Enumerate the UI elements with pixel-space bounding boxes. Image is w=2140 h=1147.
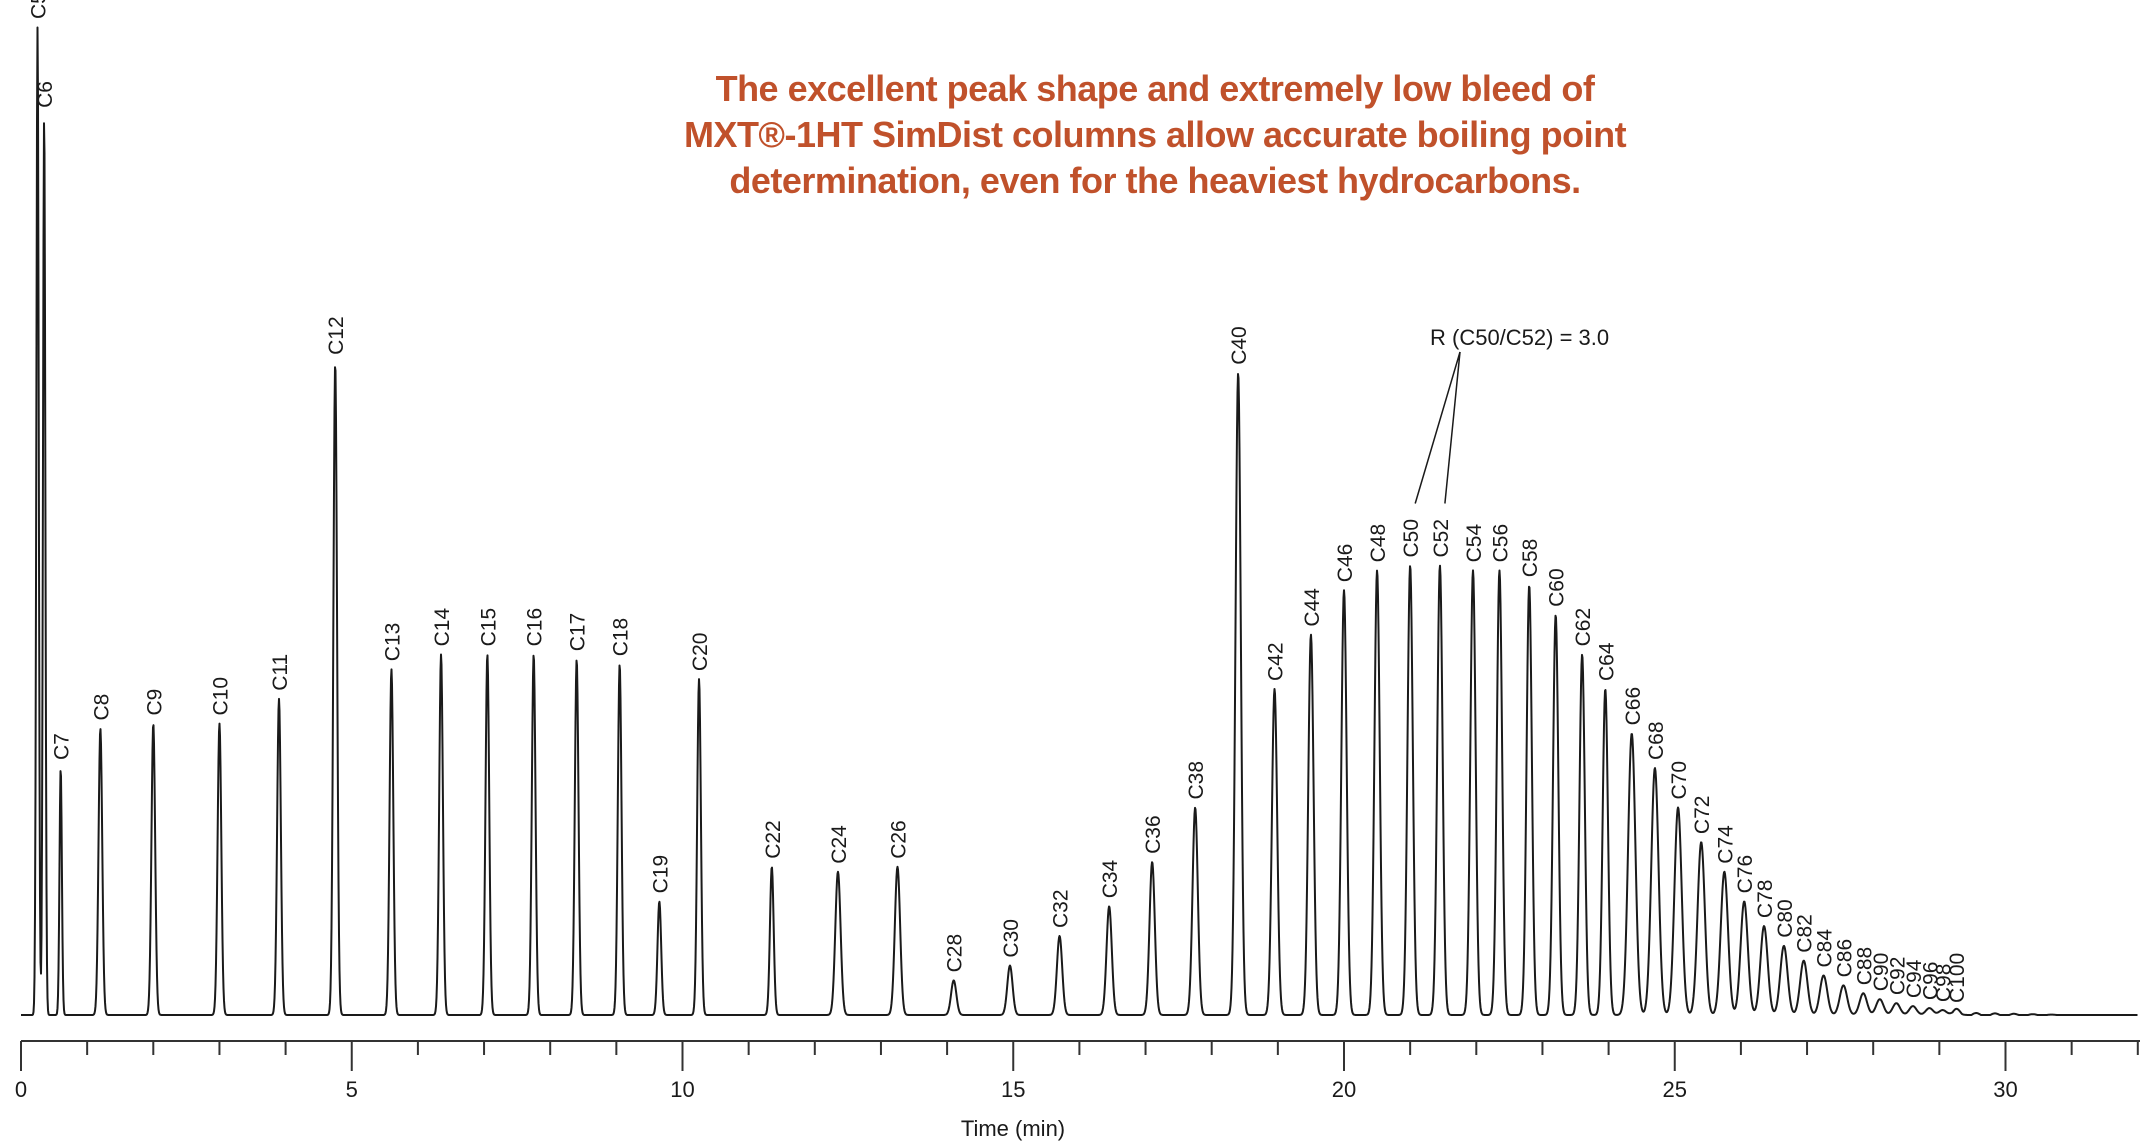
headline-line-2: MXT®-1HT SimDist columns allow accurate … [683,114,1627,155]
peak-label-c74: C74 [1714,825,1737,864]
peak-label-c86: C86 [1833,939,1856,978]
peak-label-c72: C72 [1691,796,1714,835]
signal-trace-line [20,26,2138,1016]
x-tick-label: 25 [1663,1077,1687,1102]
peak-label-c70: C70 [1668,761,1691,800]
leader-line-c50 [1414,351,1461,504]
peak-label-c12: C12 [325,316,348,355]
peak-label-c32: C32 [1050,889,1073,928]
peak-label-c60: C60 [1546,568,1569,607]
peak-label-c30: C30 [1000,919,1023,958]
resolution-annotation-text: R (C50/C52) = 3.0 [1430,325,1609,350]
headline-line-3: determination, even for the heaviest hyd… [729,160,1581,201]
resolution-annotation: R (C50/C52) = 3.0 [1414,325,1609,504]
x-tick-label: 30 [1993,1077,2017,1102]
peak-label-c84: C84 [1814,929,1837,968]
peak-label-c98: C98 [1933,964,1956,1003]
peak-label-c28: C28 [944,934,967,973]
peak-label-c64: C64 [1595,642,1618,681]
peak-label-c48: C48 [1367,524,1390,563]
peak-label-c62: C62 [1572,608,1595,647]
peak-label-c40: C40 [1228,326,1251,365]
peak-label-c36: C36 [1142,815,1165,854]
peak-label-c58: C58 [1519,539,1542,578]
peak-label-c92: C92 [1886,957,1909,996]
peak-label-c52: C52 [1430,519,1453,558]
peak-label-c82: C82 [1794,914,1817,953]
peak-label-c10: C10 [210,677,233,716]
peak-label-c17: C17 [567,613,590,652]
x-tick-label: 5 [346,1077,358,1102]
peak-label-c26: C26 [888,820,911,859]
peak-label-c5: C5 [28,0,51,19]
x-tick-label: 20 [1332,1077,1356,1102]
peak-labels: C5 C6 C7 C8 C9 C10 C11 C12 C13 C14 C15 C16 C17 C18 C19… [28,0,1969,1003]
peak-label-c50: C50 [1400,519,1423,558]
peak-label-c68: C68 [1645,721,1668,760]
chromatogram-trace [20,26,2138,1016]
peak-label-c80: C80 [1774,899,1797,938]
peak-label-c34: C34 [1099,859,1122,898]
peak-label-c19: C19 [649,855,672,894]
peak-label-c13: C13 [381,623,404,662]
x-tick-label: 10 [670,1077,694,1102]
peak-label-c96: C96 [1919,962,1942,1001]
peak-label-c15: C15 [477,608,500,647]
x-axis: 0 5 10 15 20 25 30 [15,1040,2140,1102]
peak-label-c38: C38 [1185,761,1208,800]
peak-label-c24: C24 [828,825,851,864]
x-axis-title: Time (min) [961,1116,1065,1141]
peak-label-c7: C7 [51,733,74,760]
peak-label-c56: C56 [1490,524,1513,563]
peak-label-c11: C11 [269,654,292,691]
peak-label-c54: C54 [1463,524,1486,563]
peak-label-c66: C66 [1622,687,1645,726]
peak-label-c46: C46 [1334,544,1357,583]
x-tick-label: 0 [15,1077,27,1102]
peak-label-c42: C42 [1265,642,1288,681]
peak-label-c76: C76 [1734,855,1757,894]
peak-label-c44: C44 [1301,588,1324,627]
peak-label-c18: C18 [610,618,633,657]
peak-label-c88: C88 [1853,947,1876,986]
peak-label-c100: C100 [1946,953,1969,1003]
leader-line-c52 [1444,351,1461,504]
peak-label-c16: C16 [524,608,547,647]
peak-label-c8: C8 [90,694,113,721]
peak-label-c78: C78 [1754,880,1777,919]
headline-line-1: The excellent peak shape and extremely l… [715,68,1595,109]
peak-label-c9: C9 [143,689,166,716]
peak-label-c20: C20 [689,633,712,672]
peak-label-c14: C14 [431,608,454,647]
peak-label-c90: C90 [1870,953,1893,992]
peak-label-c22: C22 [762,820,785,859]
chart-headline: The excellent peak shape and extremely l… [640,66,1670,204]
peak-label-c6: C6 [34,81,57,108]
x-tick-label: 15 [1001,1077,1025,1102]
peak-label-c94: C94 [1903,959,1926,998]
